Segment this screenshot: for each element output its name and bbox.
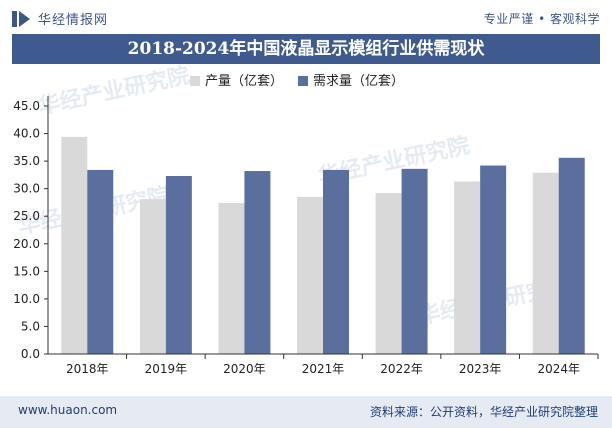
y-tick-label: 5.0: [21, 319, 40, 333]
top-bar: 华经情报网 专业严谨 • 客观科学: [0, 0, 612, 34]
brand-logo-icon: [12, 10, 30, 27]
bar-chart: 华经产业研究院 华经产业研究院 华经产业研究院 华经产业研究院 产量（亿套）需求…: [13, 64, 599, 376]
y-tick-label: 15.0: [13, 264, 40, 278]
y-tick-label: 25.0: [13, 209, 40, 223]
bar-demand-2024年[interactable]: [558, 157, 585, 354]
bar-demand-2023年[interactable]: [480, 165, 507, 354]
y-tick-label: 20.0: [13, 237, 40, 251]
bar-production-2018年[interactable]: [61, 136, 88, 354]
y-tick-label: 40.0: [13, 127, 40, 141]
x-axis: 2018年 2019年 2020年 2021年 2022年 2023年 2024年: [48, 353, 599, 376]
brand[interactable]: 华经情报网: [12, 9, 108, 28]
x-tick-label: 2024年: [537, 362, 580, 376]
footer: www.huaon.com 资料来源：公开资料，华经产业研究院整理: [0, 396, 612, 428]
bar-demand-2018年[interactable]: [87, 169, 114, 354]
y-tick-label: 35.0: [13, 154, 40, 168]
bars: [61, 136, 585, 354]
legend-label: 产量（亿套）: [205, 73, 283, 89]
y-tick-label: 10.0: [13, 292, 40, 306]
chart-title: 2018-2024年中国液晶显示模组行业供需现状: [12, 34, 600, 64]
y-tick-label: 0.0: [21, 347, 40, 361]
y-tick-label: 45.0: [13, 99, 40, 113]
x-tick-label: 2020年: [223, 362, 266, 376]
y-tick-label: 30.0: [13, 182, 40, 196]
bar-demand-2022年[interactable]: [401, 168, 428, 354]
tagline: 专业严谨 • 客观科学: [483, 12, 600, 26]
x-tick-label: 2021年: [302, 362, 345, 376]
x-tick-label: 2018年: [66, 362, 109, 376]
brand-name: 华经情报网: [38, 13, 109, 28]
bar-demand-2020年[interactable]: [244, 171, 271, 354]
bar-production-2021年[interactable]: [297, 196, 323, 354]
bar-production-2023年[interactable]: [454, 181, 481, 354]
y-axis: 0.0 5.0 10.0 15.0 20.0 25.0 30.0 35.0 40.0 45.0: [13, 96, 49, 361]
bar-production-2024年[interactable]: [532, 172, 559, 354]
watermark: 华经产业研究院: [36, 64, 192, 120]
x-tick-label: 2022年: [380, 362, 423, 376]
x-tick-label: 2019年: [145, 362, 188, 376]
bar-demand-2021年[interactable]: [323, 169, 349, 354]
legend: 产量（亿套） 需求量（亿套）: [190, 73, 404, 89]
bar-production-2020年[interactable]: [218, 202, 245, 354]
legend-swatch: [298, 76, 308, 86]
bar-production-2022年[interactable]: [375, 193, 402, 354]
bar-production-2019年[interactable]: [139, 199, 166, 354]
footer-source: 资料来源：公开资料，华经产业研究院整理: [369, 405, 598, 419]
footer-url[interactable]: www.huaon.com: [18, 403, 118, 417]
bar-demand-2019年[interactable]: [165, 175, 192, 354]
legend-label: 需求量（亿套）: [313, 73, 404, 89]
x-tick-label: 2023年: [459, 362, 502, 376]
legend-swatch: [190, 76, 200, 86]
